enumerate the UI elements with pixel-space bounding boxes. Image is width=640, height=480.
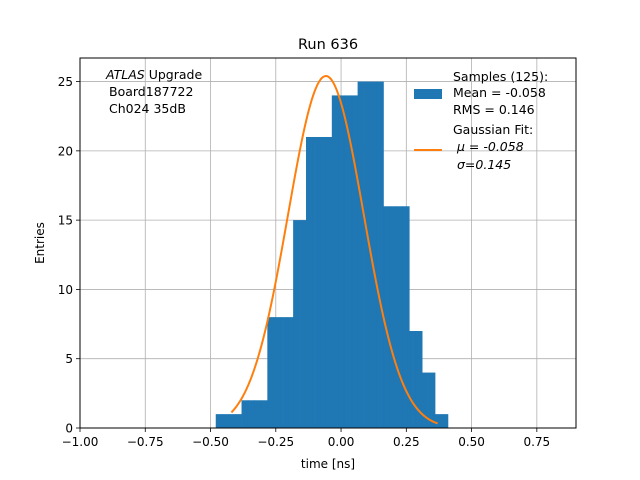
x-axis-ticks: −1.00 −0.75 −0.50 −0.25 0.00 0.25 0.50 0.75 — [62, 428, 550, 449]
atlas-italic: ATLAS — [105, 67, 145, 82]
x-tick-label: −0.50 — [192, 435, 229, 449]
histogram-bar — [318, 136, 326, 428]
atlas-upgrade: Upgrade — [145, 67, 203, 82]
histogram-bar — [351, 95, 359, 428]
histogram-bar — [422, 372, 429, 428]
histogram-bar — [402, 206, 410, 428]
histogram-bar — [241, 400, 249, 428]
histogram-bar — [376, 81, 384, 429]
legend: Samples (125): Mean = -0.058 RMS = 0.146… — [414, 69, 548, 172]
histogram-bar — [247, 400, 255, 428]
histogram-bar — [235, 414, 242, 428]
histogram-bar — [222, 414, 230, 428]
histogram-bar — [383, 206, 391, 428]
y-tick-label: 15 — [58, 214, 73, 228]
histogram-bar — [260, 400, 268, 428]
x-tick-label: −0.25 — [257, 435, 294, 449]
histogram-bar — [441, 414, 449, 428]
y-tick-label: 25 — [58, 75, 73, 89]
legend-mu: μ = -0.058 — [456, 139, 524, 154]
histogram-bar — [357, 81, 365, 429]
y-axis-label: Entries — [33, 222, 47, 264]
plot-frame — [79, 57, 577, 429]
y-tick-label: 5 — [65, 352, 73, 366]
x-tick-label: −0.75 — [127, 435, 164, 449]
legend-samples-patch — [414, 89, 442, 99]
atlas-annotation-line2: Board187722 — [109, 84, 193, 99]
chart-title: Run 636 — [298, 37, 358, 53]
histogram-bar — [267, 317, 275, 428]
y-tick-label: 0 — [65, 422, 73, 436]
histogram-bar — [331, 95, 339, 428]
histogram-bar — [215, 414, 223, 428]
histogram-bar — [364, 81, 371, 429]
histogram-bar — [280, 317, 288, 428]
histogram-bar — [299, 220, 307, 428]
histogram-bars — [215, 81, 449, 429]
x-tick-label: 0.00 — [328, 435, 355, 449]
legend-mean: Mean = -0.058 — [453, 85, 546, 100]
histogram-bar — [370, 81, 378, 429]
histogram-bar — [338, 95, 346, 428]
histogram-bar — [325, 136, 333, 428]
legend-sigma: σ=0.145 — [457, 157, 511, 172]
histogram-bar — [434, 414, 442, 428]
y-tick-label: 10 — [58, 283, 73, 297]
histogram-bar — [312, 136, 320, 428]
histogram-bar — [428, 372, 436, 428]
atlas-annotation-line1: ATLAS Upgrade — [105, 67, 202, 82]
y-tick-label: 20 — [58, 144, 73, 158]
legend-fit-title: Gaussian Fit: — [453, 122, 533, 137]
histogram-bar — [344, 95, 352, 428]
x-tick-label: 0.50 — [458, 435, 485, 449]
legend-rms: RMS = 0.146 — [453, 102, 535, 117]
gaussian-fit-curve — [230, 75, 438, 425]
histogram-bar — [396, 206, 404, 428]
atlas-annotation-line3: Ch024 35dB — [109, 101, 186, 116]
y-axis-ticks: 0 5 10 15 20 25 — [58, 75, 80, 436]
x-tick-label: 0.25 — [393, 435, 420, 449]
x-axis-label: time [ns] — [301, 457, 355, 471]
histogram-bar — [409, 330, 417, 428]
histogram-bar — [389, 206, 397, 428]
x-tick-label: −1.00 — [62, 435, 99, 449]
histogram-bar — [306, 136, 313, 428]
histogram-bar — [293, 220, 300, 428]
histogram-bar — [273, 317, 281, 428]
histogram-bar — [254, 400, 262, 428]
legend-samples-title: Samples (125): — [453, 69, 548, 84]
histogram-bar — [286, 317, 294, 428]
histogram-bar — [415, 330, 423, 428]
x-tick-label: 0.75 — [523, 435, 550, 449]
histogram-bar — [228, 414, 236, 428]
